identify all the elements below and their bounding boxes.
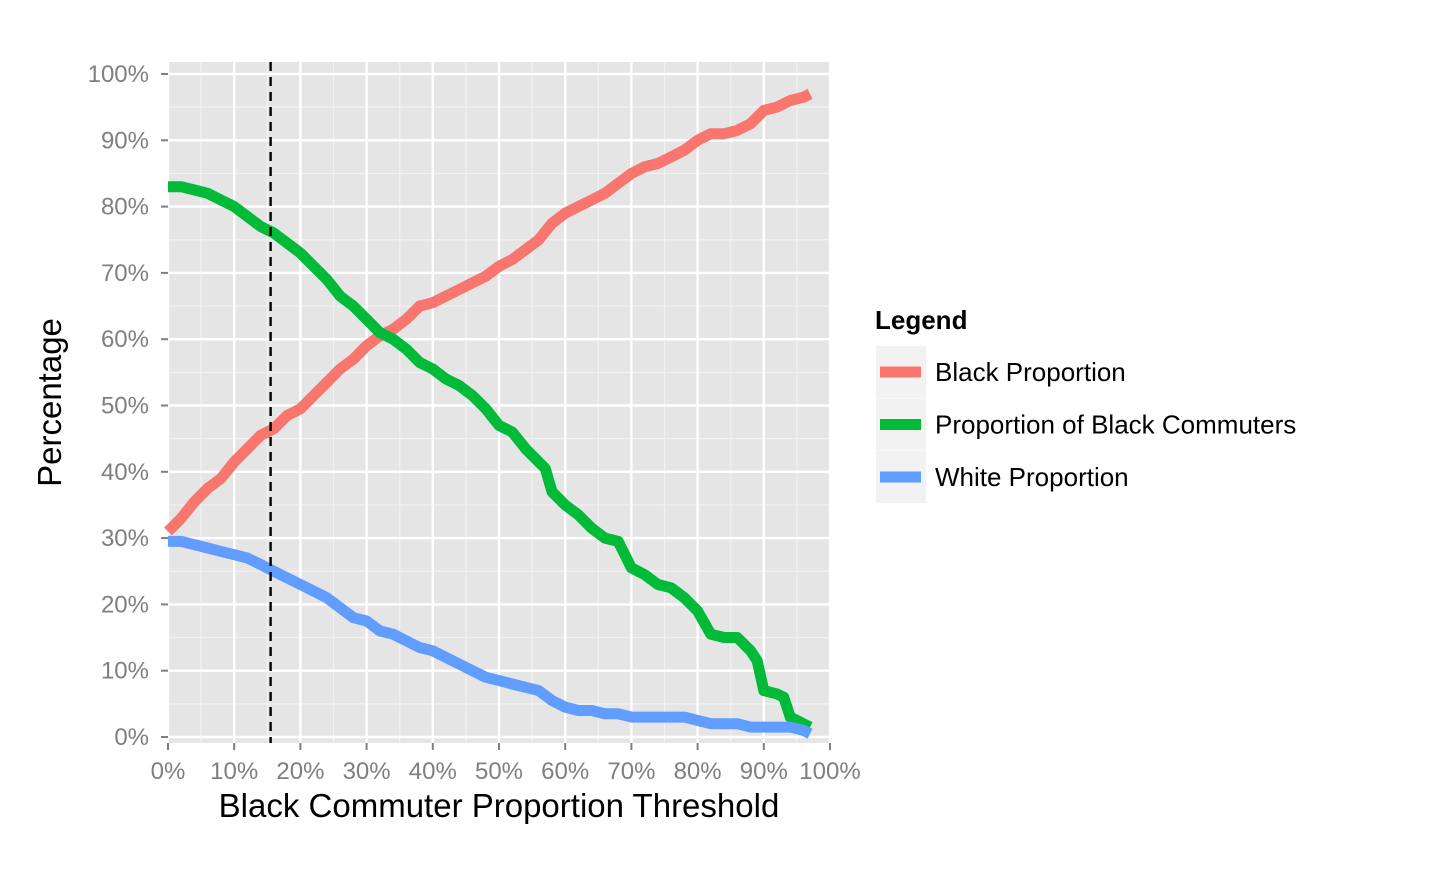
y-tick-label: 90% bbox=[101, 127, 149, 154]
y-tick-label: 50% bbox=[101, 393, 149, 420]
x-tick-label: 60% bbox=[541, 758, 589, 785]
series-line-2 bbox=[168, 535, 813, 739]
x-tick-label: 80% bbox=[674, 758, 722, 785]
series-line-1 bbox=[168, 181, 813, 733]
y-axis: 0% 10% 20% 30% 40% 50% 60% 70% 80% 90% 100% bbox=[88, 61, 168, 751]
x-tick-label: 90% bbox=[740, 758, 788, 785]
x-tick-label: 20% bbox=[276, 758, 324, 785]
x-tick-label: 0% bbox=[151, 758, 186, 785]
x-axis: 0% 10% 20% 30% 40% 50% 60% 70% 80% 90% 100% bbox=[151, 743, 861, 785]
y-tick-label: 100% bbox=[88, 61, 149, 88]
x-tick-label: 70% bbox=[607, 758, 655, 785]
legend-label: Black Proportion bbox=[935, 357, 1126, 387]
y-tick-label: 60% bbox=[101, 326, 149, 353]
y-tick-label: 30% bbox=[101, 525, 149, 552]
y-tick-label: 0% bbox=[114, 724, 149, 751]
x-tick-label: 10% bbox=[210, 758, 258, 785]
series-lines bbox=[164, 88, 813, 739]
x-tick-label: 50% bbox=[475, 758, 523, 785]
y-axis-title: Percentage bbox=[31, 318, 68, 487]
y-tick-label: 70% bbox=[101, 260, 149, 287]
x-axis-title: Black Commuter Proportion Threshold bbox=[219, 787, 780, 824]
y-tick-label: 80% bbox=[101, 194, 149, 221]
legend-title: Legend bbox=[875, 305, 967, 335]
y-tick-label: 40% bbox=[101, 459, 149, 486]
x-tick-label: 40% bbox=[409, 758, 457, 785]
legend-label: Proportion of Black Commuters bbox=[935, 410, 1296, 440]
y-tick-label: 20% bbox=[101, 591, 149, 618]
x-tick-label: 30% bbox=[343, 758, 391, 785]
series-line-0 bbox=[164, 88, 813, 536]
legend: Legend Black Proportion Proportion of Bla… bbox=[875, 305, 1296, 503]
legend-label: White Proportion bbox=[935, 462, 1129, 492]
x-tick-label: 100% bbox=[799, 758, 860, 785]
y-tick-label: 10% bbox=[101, 658, 149, 685]
